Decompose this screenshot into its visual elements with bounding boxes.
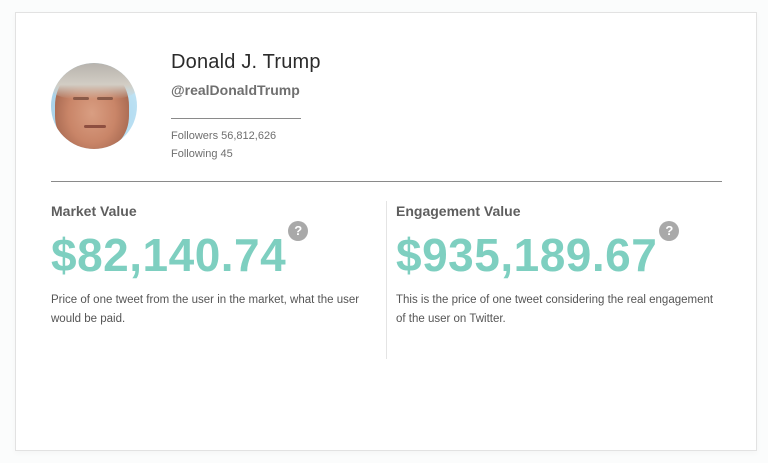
market-value-amount: $82,140.74 bbox=[51, 229, 287, 281]
profile-handle[interactable]: @realDonaldTrump bbox=[171, 82, 300, 98]
avatar-mouth bbox=[84, 125, 106, 128]
avatar-hair bbox=[51, 63, 137, 99]
market-value-description: Price of one tweet from the user in the … bbox=[51, 294, 360, 325]
followers-count: Followers 56,812,626 bbox=[171, 130, 277, 142]
handle-divider bbox=[171, 118, 301, 119]
engagement-value-section: Engagement Value $935,189.67 ? This is t… bbox=[396, 203, 716, 329]
engagement-value-wrap: $935,189.67 ? bbox=[396, 221, 680, 281]
engagement-value-description: This is the price of one tweet consideri… bbox=[396, 294, 714, 325]
section-divider bbox=[51, 181, 722, 182]
profile-card: Donald J. Trump @realDonaldTrump Followe… bbox=[15, 12, 757, 451]
engagement-value-label: Engagement Value bbox=[396, 203, 521, 219]
help-icon[interactable]: ? bbox=[288, 221, 309, 241]
avatar-brow-right bbox=[97, 97, 113, 100]
column-divider bbox=[386, 201, 387, 359]
market-value-wrap: $82,140.74 ? bbox=[51, 221, 309, 281]
following-count: Following 45 bbox=[171, 148, 233, 160]
market-value-section: Market Value $82,140.74 ? Price of one t… bbox=[51, 203, 371, 329]
help-icon[interactable]: ? bbox=[659, 221, 680, 241]
engagement-value-amount: $935,189.67 bbox=[396, 229, 658, 281]
avatar-brow-left bbox=[73, 97, 89, 100]
profile-name: Donald J. Trump bbox=[171, 51, 321, 73]
market-value-label: Market Value bbox=[51, 203, 137, 219]
avatar bbox=[51, 63, 137, 149]
